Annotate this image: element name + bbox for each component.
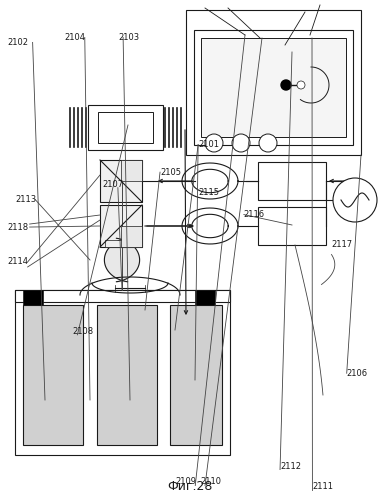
Text: 2113: 2113 — [15, 195, 36, 204]
Text: 2108: 2108 — [72, 327, 93, 336]
Bar — [23, 290, 43, 305]
Bar — [15, 290, 230, 302]
Text: 2115: 2115 — [198, 188, 219, 197]
Bar — [100, 160, 142, 202]
Bar — [186, 10, 361, 155]
Text: 2105: 2105 — [160, 168, 181, 177]
Bar — [121, 226, 142, 247]
Bar — [201, 38, 346, 137]
Text: 2103: 2103 — [118, 33, 139, 42]
Text: 2109: 2109 — [175, 477, 196, 486]
Text: 2101: 2101 — [198, 140, 219, 149]
Text: 2111: 2111 — [312, 482, 333, 491]
Bar — [105, 240, 140, 247]
Bar — [23, 305, 83, 445]
Bar — [121, 160, 142, 181]
Circle shape — [232, 134, 250, 152]
Bar — [195, 290, 215, 305]
Bar — [170, 305, 222, 445]
Bar — [258, 162, 326, 200]
Text: 2110: 2110 — [200, 477, 221, 486]
Text: 2104: 2104 — [65, 33, 86, 42]
Polygon shape — [104, 238, 139, 282]
Bar — [88, 105, 163, 150]
Text: 2107: 2107 — [103, 180, 124, 189]
Circle shape — [281, 80, 291, 90]
Bar — [98, 112, 153, 143]
Bar — [97, 305, 157, 445]
Text: 2106: 2106 — [347, 369, 368, 378]
Bar — [15, 290, 230, 455]
Bar — [258, 207, 326, 245]
Circle shape — [205, 134, 223, 152]
Text: Фиг.28: Фиг.28 — [167, 480, 213, 493]
Text: 2117: 2117 — [331, 240, 352, 249]
Text: 2114: 2114 — [8, 257, 29, 266]
Text: 2118: 2118 — [8, 223, 29, 232]
Circle shape — [297, 81, 305, 89]
Text: 2112: 2112 — [280, 462, 301, 471]
Text: 2102: 2102 — [8, 38, 29, 47]
Bar — [194, 30, 353, 145]
Text: 2116: 2116 — [244, 210, 265, 219]
Circle shape — [259, 134, 277, 152]
Circle shape — [333, 178, 377, 222]
Bar — [100, 205, 142, 247]
